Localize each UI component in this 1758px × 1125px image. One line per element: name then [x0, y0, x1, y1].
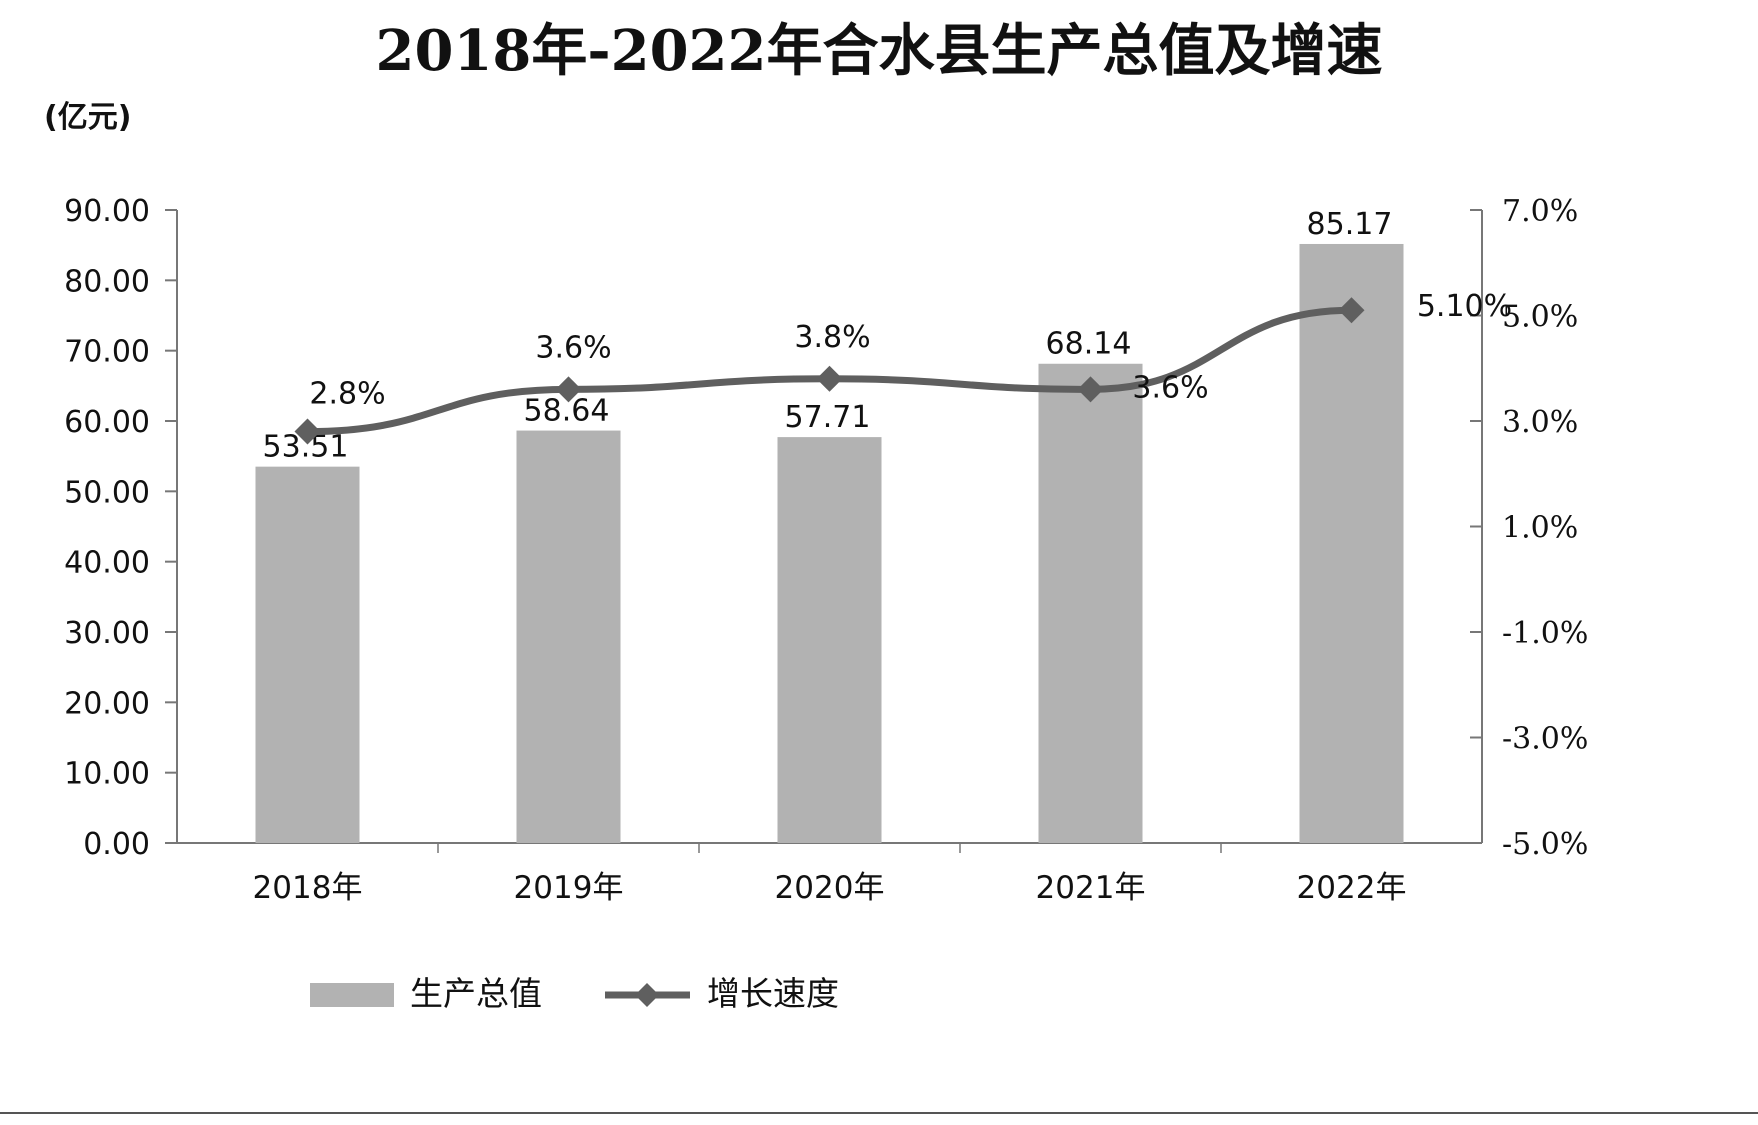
legend-label-bar: 生产总值 — [410, 974, 542, 1013]
right-axis-tick-label: -3.0% — [1502, 722, 1588, 757]
legend-swatch-marker — [635, 983, 659, 1007]
left-axis-tick-label: 60.00 — [64, 405, 150, 440]
x-axis-category-label: 2022年 — [1297, 870, 1407, 906]
bar-2018年 — [255, 466, 360, 843]
x-axis-category-label: 2020年 — [775, 870, 885, 906]
right-axis-tick-label: 7.0% — [1502, 194, 1578, 229]
bar-value-label: 68.14 — [1046, 327, 1132, 362]
growth-rate-label: 3.6% — [1132, 370, 1208, 405]
left-axis-tick-label: 30.00 — [64, 616, 150, 651]
bar-value-label: 85.17 — [1307, 207, 1393, 242]
chart-title: 2018年-2022年合水县生产总值及增速 — [376, 18, 1383, 84]
y-axis-unit-label: (亿元) — [44, 100, 131, 135]
left-axis-tick-label: 70.00 — [64, 335, 150, 370]
legend-swatch-bar — [310, 983, 394, 1007]
growth-rate-label: 3.8% — [794, 320, 870, 355]
x-axis-category-label: 2018年 — [253, 870, 363, 906]
bar-2019年 — [516, 430, 621, 843]
right-axis-tick-label: 3.0% — [1502, 405, 1578, 440]
growth-rate-marker-2019年 — [555, 376, 582, 403]
left-axis-tick-label: 40.00 — [64, 546, 150, 581]
left-axis-tick-label: 0.00 — [83, 827, 150, 862]
right-axis-tick-label: -5.0% — [1502, 827, 1588, 862]
growth-rate-label: 2.8% — [309, 377, 385, 412]
bar-2020年 — [777, 437, 882, 843]
growth-rate-marker-2022年 — [1338, 297, 1365, 324]
bottom-rule — [0, 1112, 1758, 1114]
right-axis-tick-label: -1.0% — [1502, 616, 1588, 651]
left-axis-tick-label: 90.00 — [64, 194, 150, 229]
x-axis-category-label: 2021年 — [1036, 870, 1146, 906]
growth-rate-marker-2018年 — [294, 418, 321, 445]
left-axis-tick-label: 10.00 — [64, 757, 150, 792]
right-axis-tick-label: 1.0% — [1502, 511, 1578, 546]
bar-2022年 — [1299, 243, 1404, 843]
growth-rate-marker-2020年 — [816, 365, 843, 392]
x-axis-category-label: 2019年 — [514, 870, 624, 906]
growth-rate-label: 5.10% — [1417, 289, 1512, 324]
left-axis-tick-label: 80.00 — [64, 264, 150, 299]
bar-value-label: 57.71 — [785, 400, 871, 435]
left-axis-tick-label: 20.00 — [64, 686, 150, 721]
growth-rate-label: 3.6% — [535, 330, 611, 365]
growth-rate-marker-2021年 — [1077, 376, 1104, 403]
bar-2021年 — [1038, 363, 1143, 843]
left-axis-tick-label: 50.00 — [64, 475, 150, 510]
legend-label-line: 增长速度 — [707, 974, 839, 1013]
right-axis-tick-label: 5.0% — [1502, 300, 1578, 335]
